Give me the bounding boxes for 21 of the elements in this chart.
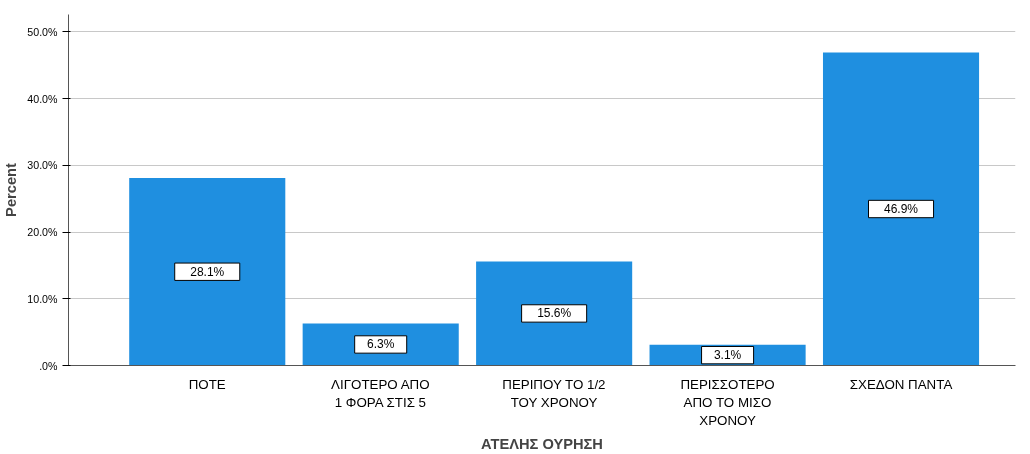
y-tick-label: 30.0% — [27, 159, 59, 172]
bar — [822, 52, 980, 366]
bar — [476, 261, 633, 366]
x-tick-label: ΠΕΡΙΠΟΥ ΤΟ 1/2 ΤΟΥ ΧΡΟΝΟΥ — [502, 376, 606, 410]
x-tick-label: ΠΕΡΙΣΣΟΤΕΡΟ ΑΠΟ ΤΟ ΜΙΣΟ ΧΡΟΝΟΥ — [680, 376, 775, 428]
bar — [129, 177, 286, 366]
y-axis-title: Percent — [3, 163, 20, 217]
x-tick-label: ΠΟΤΕ — [188, 376, 226, 392]
x-tick-label: ΛΙΓΟΤΕΡΟ ΑΠΟ 1 ΦΟΡΑ ΣΤΙΣ 5 — [331, 376, 430, 410]
x-tick-label: ΣΧΕΔΟΝ ΠΑΝΤΑ — [849, 376, 953, 392]
data-label: 6.3% — [367, 337, 395, 352]
y-tick-label: 50.0% — [27, 25, 59, 38]
y-tick-label: .0% — [39, 359, 59, 372]
y-tick-label: 10.0% — [27, 292, 59, 305]
data-label: 3.1% — [713, 348, 742, 363]
data-label: 46.9% — [884, 202, 919, 217]
data-label: 28.1% — [190, 264, 225, 279]
y-tick-label: 40.0% — [27, 92, 59, 105]
x-axis-title: ΑΤΕΛΗΣ ΟΥΡΗΣΗ — [481, 435, 603, 452]
data-label: 15.6% — [537, 306, 572, 321]
y-tick-label: 20.0% — [27, 226, 59, 239]
